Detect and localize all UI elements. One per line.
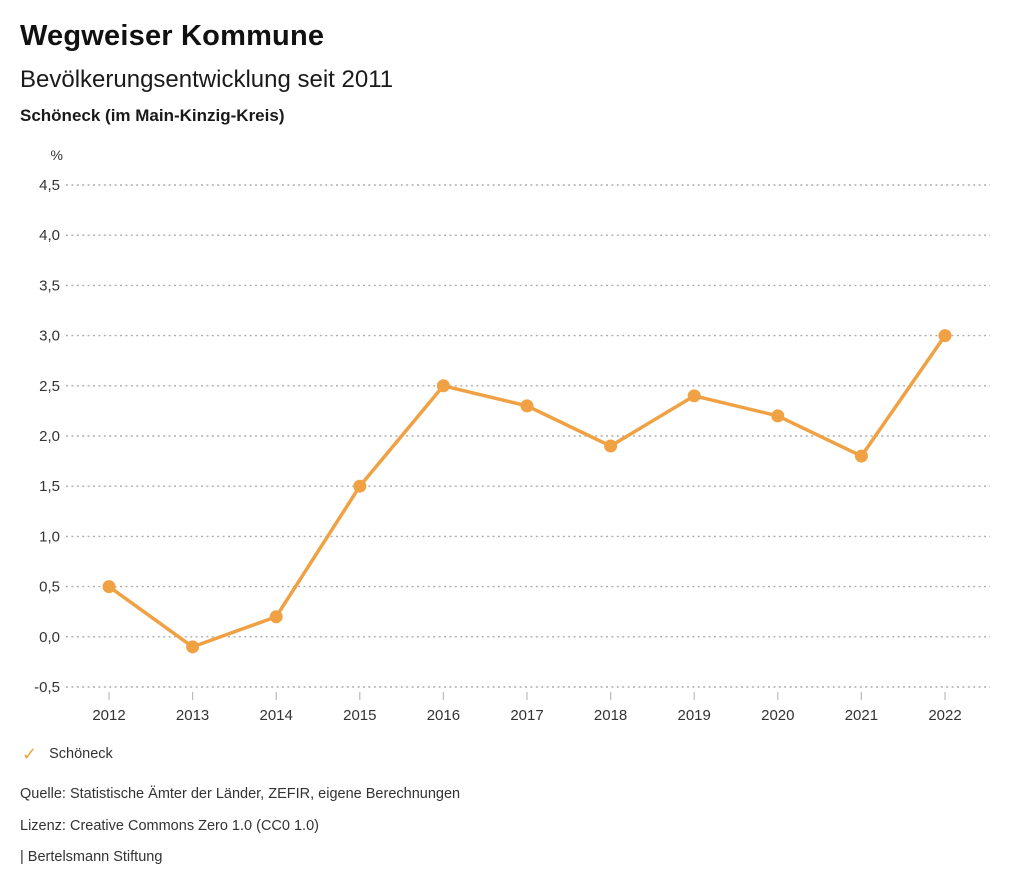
data-point-2014 bbox=[269, 610, 283, 624]
y-axis-label: 4,0 bbox=[39, 227, 60, 244]
y-axis-label: 1,0 bbox=[39, 528, 60, 545]
population-line-chart: % 4,5 4,0 3,5 3,0 2,5 2,0 1,5 1,0 0,5 0,0 -0,5 2012 2… bbox=[34, 147, 990, 724]
data-point-2020 bbox=[771, 409, 785, 423]
x-axis-label: 2020 bbox=[761, 707, 794, 724]
data-point-2015 bbox=[353, 479, 367, 493]
data-point-2018 bbox=[604, 439, 618, 453]
x-axis-label: 2017 bbox=[510, 707, 543, 724]
legend: ✓ Schöneck bbox=[22, 745, 113, 763]
y-axis-label: 3,0 bbox=[39, 328, 60, 345]
x-axis-label: 2013 bbox=[176, 707, 209, 724]
y-axis-label: 0,0 bbox=[39, 629, 60, 646]
y-axis-label: 1,5 bbox=[39, 478, 60, 495]
attribution-text: | Bertelsmann Stiftung bbox=[20, 849, 163, 865]
source-text: Quelle: Statistische Ämter der Länder, Z… bbox=[20, 786, 461, 802]
x-axis-label: 2014 bbox=[260, 707, 293, 724]
chart-title: Bevölkerungsentwicklung seit 2011 bbox=[20, 66, 394, 93]
data-point-2019 bbox=[687, 389, 701, 403]
x-axis-label: 2021 bbox=[845, 707, 878, 724]
data-point-2016 bbox=[436, 379, 450, 393]
data-point-2021 bbox=[854, 449, 868, 463]
x-axis-label: 2016 bbox=[427, 707, 460, 724]
y-axis-label: 3,5 bbox=[39, 277, 60, 294]
data-point-2022 bbox=[938, 329, 952, 343]
y-axis-label: 4,5 bbox=[39, 177, 60, 194]
check-icon: ✓ bbox=[22, 744, 38, 764]
x-axis-label: 2018 bbox=[594, 707, 627, 724]
page-title: Wegweiser Kommune bbox=[20, 20, 325, 52]
y-axis-label: -0,5 bbox=[34, 679, 60, 696]
data-point-2012 bbox=[102, 580, 116, 594]
y-axis-label: 2,0 bbox=[39, 428, 60, 445]
region-name: Schöneck (im Main-Kinzig-Kreis) bbox=[20, 106, 285, 125]
y-axis-label: 2,5 bbox=[39, 378, 60, 395]
y-axis-label: 0,5 bbox=[39, 579, 60, 596]
y-axis-unit-label: % bbox=[51, 147, 63, 163]
license-text: Lizenz: Creative Commons Zero 1.0 (CC0 1… bbox=[20, 818, 319, 834]
x-axis-label: 2012 bbox=[92, 707, 125, 724]
x-axis-label: 2019 bbox=[678, 707, 711, 724]
x-axis-label: 2022 bbox=[928, 707, 961, 724]
series-line-schöneck bbox=[107, 333, 947, 649]
x-axis-label: 2015 bbox=[343, 707, 376, 724]
data-point-2017 bbox=[520, 399, 534, 413]
data-point-2013 bbox=[186, 640, 200, 654]
legend-item-schoeneck[interactable]: Schöneck bbox=[49, 746, 113, 762]
